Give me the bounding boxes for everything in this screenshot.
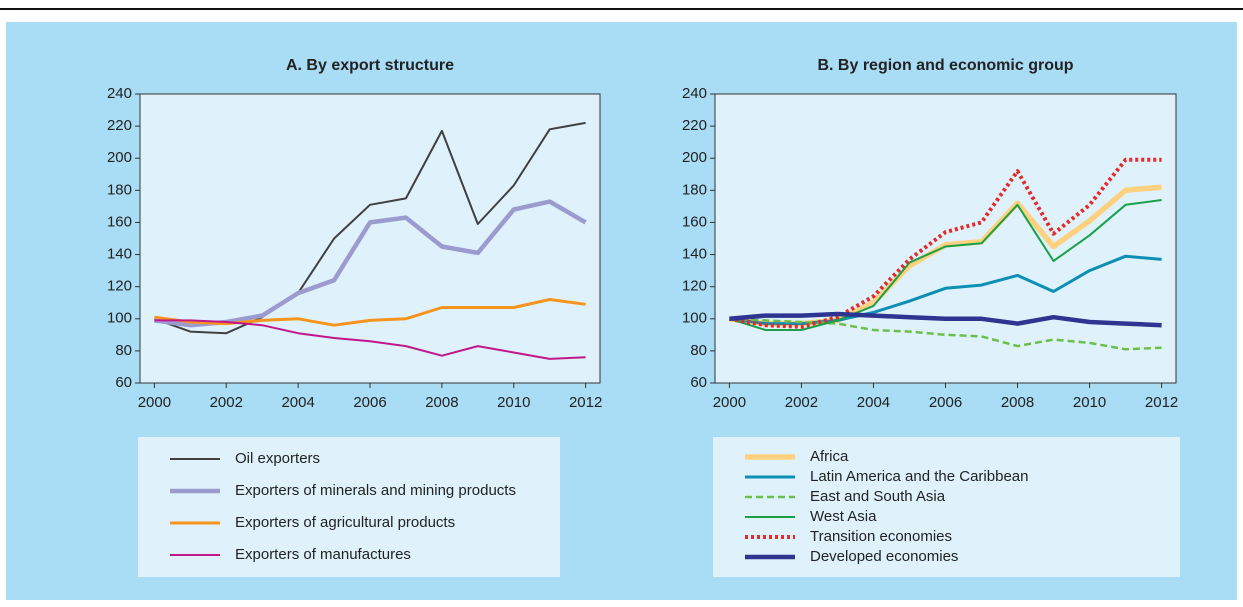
y-tick-label: 180 xyxy=(682,181,707,198)
legend-box xyxy=(713,437,1180,577)
x-tick-label: 2000 xyxy=(138,394,171,411)
y-tick-label: 160 xyxy=(107,213,132,230)
plot-area xyxy=(714,93,1177,384)
legend-label: Transition economies xyxy=(810,528,952,545)
legend-label: West Asia xyxy=(810,508,877,525)
x-tick-label: 2008 xyxy=(425,394,458,411)
legend-label: Exporters of manufactures xyxy=(235,546,411,563)
series-line xyxy=(154,121,586,335)
x-tick-label: 2000 xyxy=(713,394,746,411)
y-tick-label: 100 xyxy=(682,310,707,327)
y-tick-label: 200 xyxy=(107,149,132,166)
legend-box xyxy=(138,437,560,577)
legend-label: Latin America and the Caribbean xyxy=(810,468,1028,485)
x-tick-label: 2004 xyxy=(857,394,890,411)
y-tick-label: 220 xyxy=(107,117,132,134)
y-tick-label: 100 xyxy=(107,310,132,327)
x-tick-label: 2008 xyxy=(1001,394,1034,411)
y-tick-label: 200 xyxy=(682,149,707,166)
y-tick-label: 140 xyxy=(107,246,132,263)
x-tick-label: 2010 xyxy=(1073,394,1106,411)
x-tick-label: 2002 xyxy=(210,394,243,411)
y-tick-label: 180 xyxy=(107,181,132,198)
legend-label: Oil exporters xyxy=(235,450,320,467)
chart-title: A. By export structure xyxy=(286,57,454,74)
series-line xyxy=(729,254,1162,326)
y-tick-label: 220 xyxy=(682,117,707,134)
x-tick-label: 2012 xyxy=(569,394,602,411)
plot-area xyxy=(139,93,601,384)
x-tick-label: 2012 xyxy=(1145,394,1178,411)
series-line xyxy=(154,298,586,327)
y-tick-label: 140 xyxy=(682,246,707,263)
x-tick-label: 2002 xyxy=(785,394,818,411)
y-tick-label: 80 xyxy=(115,342,132,359)
series-line xyxy=(154,319,586,360)
x-tick-label: 2006 xyxy=(929,394,962,411)
y-tick-label: 240 xyxy=(107,85,132,102)
y-tick-label: 160 xyxy=(682,213,707,230)
x-tick-label: 2006 xyxy=(353,394,386,411)
y-tick-label: 60 xyxy=(115,374,132,391)
y-tick-label: 240 xyxy=(682,85,707,102)
legend-label: Exporters of agricultural products xyxy=(235,514,455,531)
y-tick-label: 120 xyxy=(682,278,707,295)
y-tick-label: 80 xyxy=(690,342,707,359)
series-line xyxy=(729,311,1162,328)
series-line xyxy=(729,317,1162,351)
legend-label: Developed economies xyxy=(810,548,958,565)
series-line xyxy=(729,157,1162,329)
y-tick-label: 60 xyxy=(690,374,707,391)
legend-label: East and South Asia xyxy=(810,488,946,505)
legend-label: Exporters of minerals and mining product… xyxy=(235,482,516,499)
x-tick-label: 2010 xyxy=(497,394,530,411)
y-tick-label: 120 xyxy=(107,278,132,295)
x-tick-label: 2004 xyxy=(281,394,314,411)
chart-title: B. By region and economic group xyxy=(817,57,1073,74)
legend-label: Africa xyxy=(810,448,849,465)
series-line xyxy=(729,199,1162,331)
